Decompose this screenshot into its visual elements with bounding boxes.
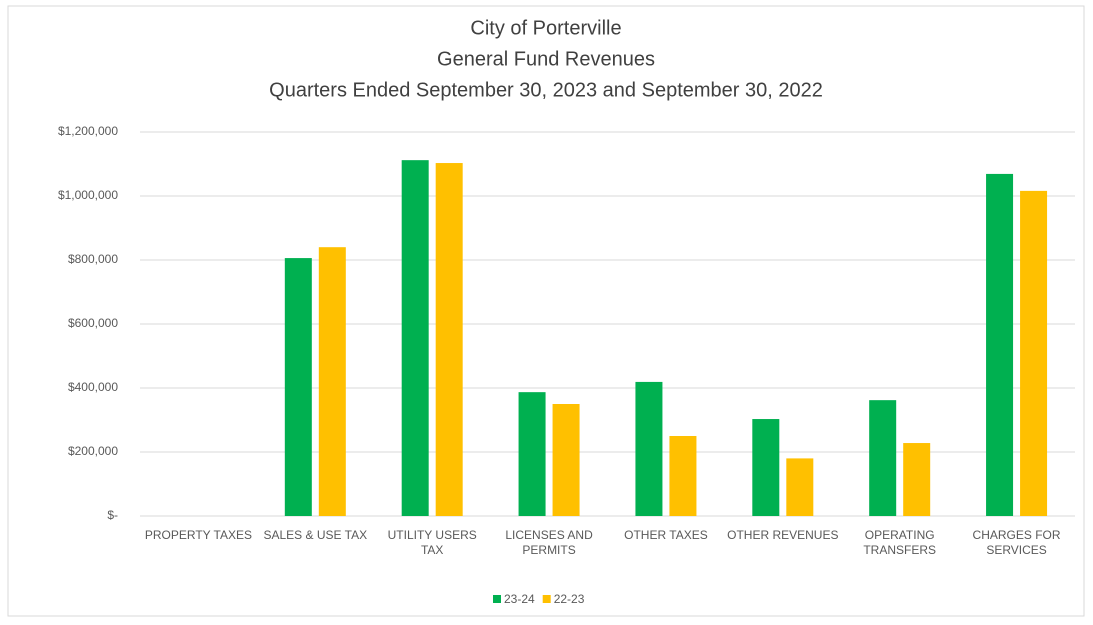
bar: [869, 400, 897, 516]
x-tick-label: OTHER TAXES: [624, 528, 708, 542]
chart-title: Quarters Ended September 30, 2023 and Se…: [269, 79, 823, 101]
bar: [318, 247, 346, 516]
x-tick-label: PROPERTY TAXES: [144, 528, 253, 542]
bar: [752, 419, 780, 516]
x-tick-label: OPERATING TRANSFERS: [863, 528, 937, 557]
bar: [669, 436, 697, 516]
y-tick-label: $1,000,000: [58, 188, 118, 202]
legend-label: 23-24: [504, 592, 535, 606]
bar: [903, 443, 931, 516]
bar: [401, 160, 429, 516]
y-tick-label: $400,000: [68, 380, 118, 394]
y-tick-label: $800,000: [68, 252, 118, 266]
legend-swatch: [542, 595, 551, 603]
bar: [518, 392, 546, 516]
y-tick-label: $1,200,000: [58, 124, 118, 138]
y-tick-label: $-: [107, 508, 118, 522]
bar: [786, 458, 814, 516]
x-tick-label: UTILITY USERS TAX: [387, 528, 477, 557]
bar: [986, 173, 1014, 517]
bar: [635, 381, 663, 516]
legend-label: 22-23: [554, 592, 585, 606]
bar: [552, 404, 580, 516]
x-tick-label: SALES & USE TAX: [263, 528, 368, 542]
bar: [284, 258, 312, 516]
bar: [435, 163, 463, 517]
chart-title: City of Porterville: [470, 17, 621, 39]
y-tick-label: $200,000: [68, 444, 118, 458]
y-tick-label: $600,000: [68, 316, 118, 330]
bar: [1020, 190, 1048, 516]
x-tick-label: OTHER REVENUES: [727, 528, 839, 542]
chart-title: General Fund Revenues: [437, 48, 655, 70]
legend-swatch: [493, 595, 501, 603]
x-tick-label: CHARGES FOR SERVICES: [972, 528, 1061, 557]
x-tick-label: LICENSES AND PERMITS: [505, 528, 593, 557]
